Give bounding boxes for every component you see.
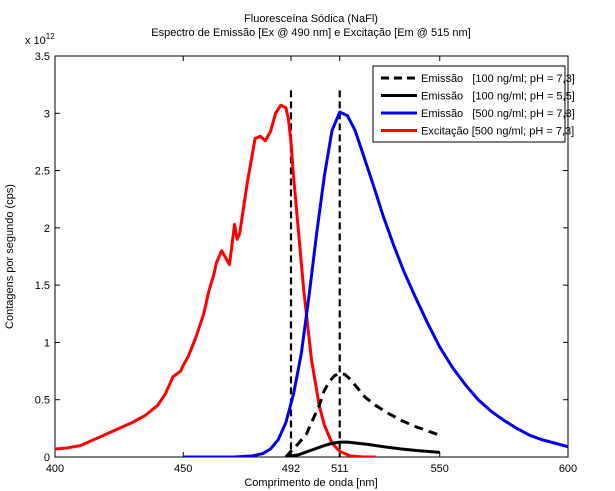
y-tick-label: 0.5 xyxy=(35,395,50,407)
legend-label: Emissão [500 ng/ml; pH = 7,3] xyxy=(421,108,575,120)
legend: Emissão [100 ng/ml; pH = 7,3] Emissão [10… xyxy=(372,65,575,143)
x-tick-label: 550 xyxy=(431,463,449,475)
y-axis-multiplier-base: x 10 xyxy=(25,35,46,47)
legend-label: Excitação [500 ng/ml; pH = 7,3] xyxy=(421,126,574,138)
y-tick-label: 3 xyxy=(44,108,50,120)
series-line-2 xyxy=(183,110,568,457)
series-line-0 xyxy=(284,371,441,457)
x-axis-label: Comprimento de onda [nm] xyxy=(244,477,377,489)
x-tick-label: 511 xyxy=(331,463,349,475)
y-tick-label: 1.5 xyxy=(35,280,50,292)
y-tick-label: 1 xyxy=(44,337,50,349)
y-axis-label: Contagens por segundo (cps) xyxy=(4,184,16,329)
y-tick-label: 2 xyxy=(44,223,50,235)
y-tick-label: 2.5 xyxy=(35,166,50,178)
x-tick-label: 400 xyxy=(46,463,64,475)
legend-label: Emissão [100 ng/ml; pH = 5,5] xyxy=(421,91,575,103)
chart-subtitle: Espectro de Emissão [Ex @ 490 nm] e Exci… xyxy=(151,27,470,39)
series-line-1 xyxy=(285,440,440,457)
plot-area: 400 450 492 511 550 600 0 0.5 1 1.5 2 2.5 3 3.5 Emissã… xyxy=(35,51,577,475)
y-axis-multiplier-exponent: 12 xyxy=(46,32,55,41)
data-layer xyxy=(55,90,568,457)
y-axis-multiplier: x 1012 xyxy=(25,32,55,47)
y-tick-label: 3.5 xyxy=(35,51,50,63)
x-tick-label: 492 xyxy=(282,463,300,475)
x-tick-label: 450 xyxy=(174,463,192,475)
series-line-3 xyxy=(55,103,376,457)
chart-title: Fluoresceína Sódica (NaFl) xyxy=(244,13,378,25)
x-tick-label: 600 xyxy=(559,463,577,475)
y-tick-label: 0 xyxy=(44,452,50,464)
plot-frame xyxy=(54,55,569,458)
legend-label: Emissão [100 ng/ml; pH = 7,3] xyxy=(421,73,575,85)
